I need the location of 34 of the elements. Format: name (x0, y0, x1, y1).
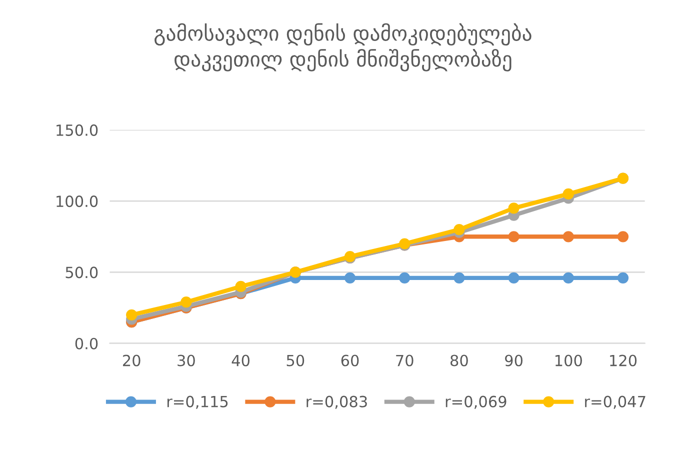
x-tick-label: 120 (610, 354, 637, 366)
point (508, 272, 520, 284)
point (562, 272, 574, 284)
point (235, 280, 246, 292)
y-tick-label: 100.0 (56, 196, 98, 208)
point (454, 224, 465, 236)
x-tick-label: 50 (286, 354, 304, 366)
point (454, 272, 465, 284)
x-tick-label: 40 (232, 354, 250, 366)
x-tick-label: 80 (450, 354, 468, 366)
point (126, 309, 138, 320)
point (562, 231, 574, 242)
x-tick-label: 20 (123, 354, 140, 366)
x-tick-label: 70 (396, 354, 414, 366)
point (180, 296, 192, 308)
point (344, 272, 356, 284)
point (617, 231, 629, 242)
legend-label: r=0,115 (167, 396, 228, 409)
x-tick-label: 60 (341, 354, 359, 366)
chart-title: გამოსავალი დენის დამოკიდებულება დაკვეთილ დენის მნიშვნელობაზე (154, 23, 532, 72)
x-tick-label: 30 (178, 354, 195, 366)
point (399, 272, 410, 284)
y-tick-label: 150.0 (56, 124, 98, 136)
legend-label: r=0,083 (306, 396, 367, 409)
y-tick-label: 0.0 (75, 338, 98, 350)
x-tick-label: 90 (505, 354, 523, 366)
y-tick-label: 50.0 (66, 266, 98, 278)
point (562, 188, 574, 200)
x-tick-label: 100 (555, 354, 582, 366)
point (508, 202, 520, 214)
legend-label: r=0,047 (585, 396, 646, 409)
point (617, 272, 629, 284)
point (508, 231, 520, 242)
legend-label: r=0,069 (446, 396, 506, 409)
